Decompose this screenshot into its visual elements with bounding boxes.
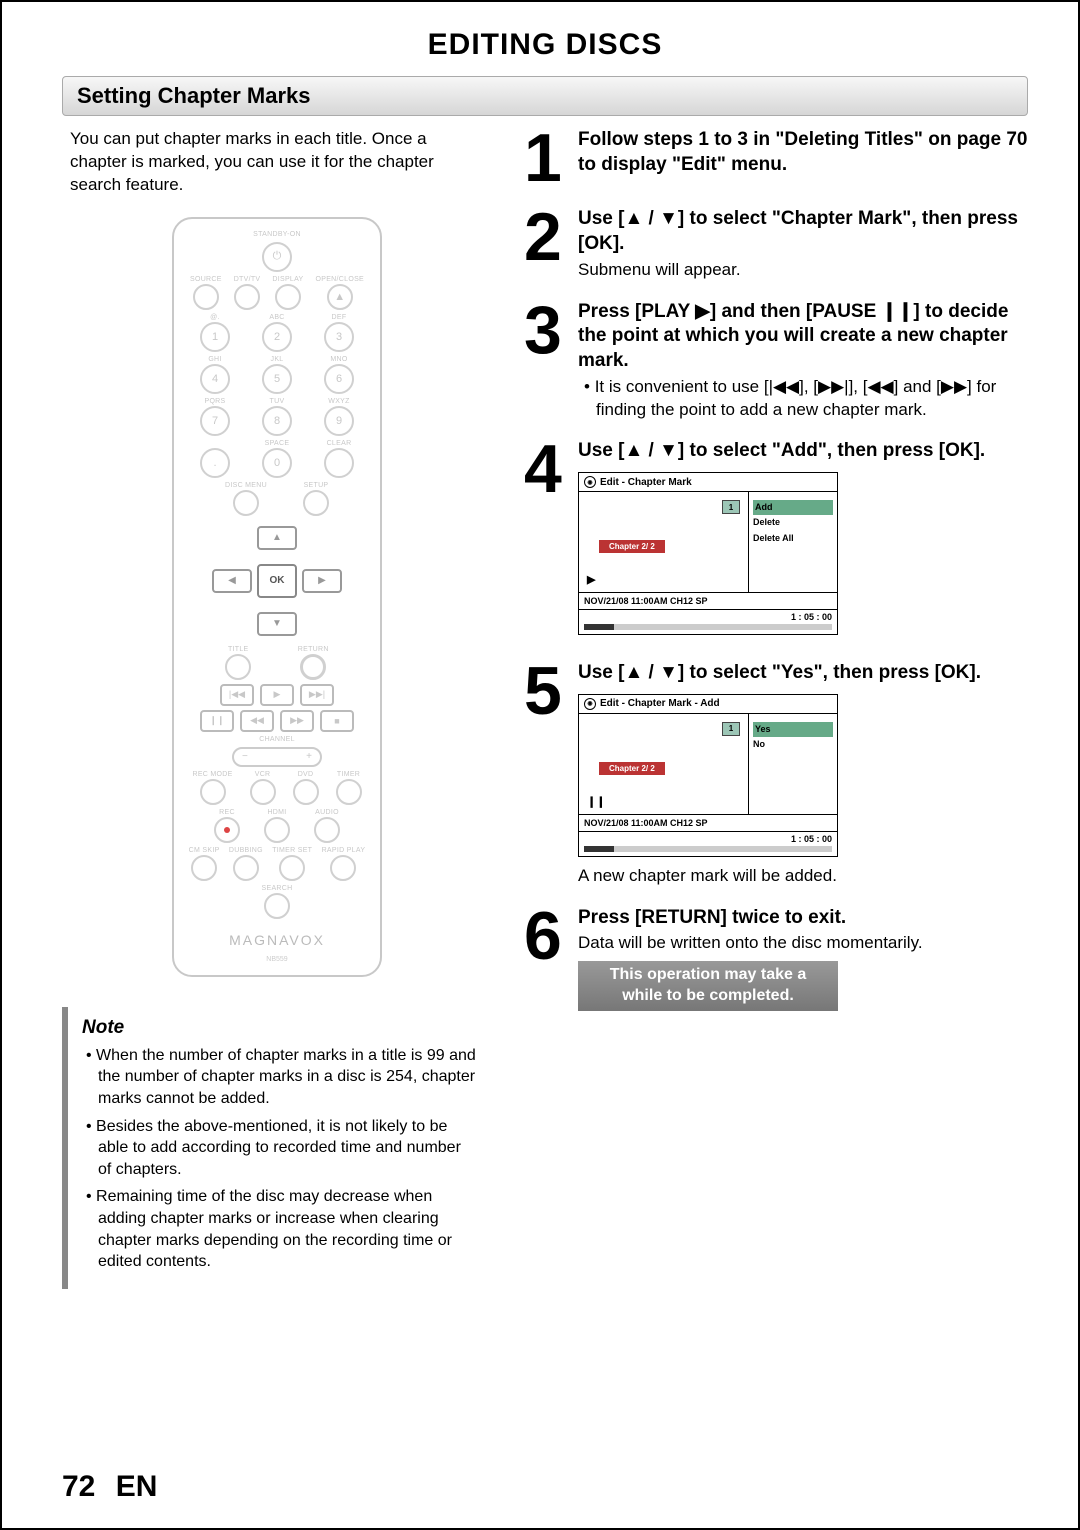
step-4: 4 Use [▲ / ▼] to select "Add", then pres… — [524, 439, 1028, 643]
down-arrow-icon: ▼ — [257, 612, 297, 636]
step-5: 5 Use [▲ / ▼] to select "Yes", then pres… — [524, 661, 1028, 888]
step-number: 5 — [524, 661, 568, 888]
osd-menu-item: Delete — [753, 515, 833, 530]
page-title: EDITING DISCS — [62, 28, 1028, 62]
intro-text: You can put chapter marks in each title.… — [62, 128, 492, 197]
osd-time: 1 : 05 : 00 — [791, 612, 832, 622]
remote-illustration: STANDBY-ON ⏻ SOURCE DTV/TV DISPLAY OPEN/… — [172, 217, 382, 977]
osd-title: Edit - Chapter Mark - Add — [600, 698, 720, 709]
step-subtext: Data will be written onto the disc momen… — [578, 932, 1028, 955]
dpad: ▲ ▼ ◀ ▶ OK — [212, 526, 342, 636]
step-3: 3 Press [PLAY ▶] and then [PAUSE ❙❙] to … — [524, 300, 1028, 422]
osd-footer: NOV/21/08 11:00AM CH12 SP — [579, 814, 837, 831]
disc-icon: ◉ — [584, 476, 596, 488]
callout-bar: This operation may take a while to be co… — [578, 961, 838, 1011]
osd-menu-item: Delete All — [753, 531, 833, 546]
page-lang: EN — [116, 1470, 158, 1503]
pause-icon: ❙❙ — [200, 710, 234, 732]
osd-time: 1 : 05 : 00 — [791, 834, 832, 844]
step-subtext: A new chapter mark will be added. — [578, 865, 1028, 888]
step-heading: Press [RETURN] twice to exit. — [578, 906, 1028, 931]
page-footer: 72 EN — [62, 1470, 157, 1504]
ff-icon: ▶▶ — [280, 710, 314, 732]
skip-back-icon: |◀◀ — [220, 684, 254, 706]
step-number: 3 — [524, 300, 568, 422]
remote-label-standby: STANDBY-ON — [253, 231, 301, 238]
up-arrow-icon: ▲ — [257, 526, 297, 550]
step-6: 6 Press [RETURN] twice to exit. Data wil… — [524, 906, 1028, 1011]
osd-menu-item: Yes — [753, 722, 833, 737]
step-heading: Use [▲ / ▼] to select "Chapter Mark", th… — [578, 207, 1028, 256]
play-icon: ▶ — [260, 684, 294, 706]
osd-screen-confirm: ◉ Edit - Chapter Mark - Add 1 Chapter 2/ … — [578, 694, 838, 857]
osd-title: Edit - Chapter Mark — [600, 477, 692, 488]
step-heading: Use [▲ / ▼] to select "Add", then press … — [578, 439, 1028, 464]
note-item: When the number of chapter marks in a ti… — [86, 1045, 478, 1110]
note-title: Note — [82, 1017, 478, 1039]
rew-icon: ◀◀ — [240, 710, 274, 732]
play-icon: ▶ — [587, 573, 595, 586]
step-number: 1 — [524, 128, 568, 189]
step-heading: Follow steps 1 to 3 in "Deleting Titles"… — [578, 128, 1028, 177]
osd-chapter-badge: Chapter 2/ 2 — [599, 762, 665, 775]
step-heading: Use [▲ / ▼] to select "Yes", then press … — [578, 661, 1028, 686]
section-heading: Setting Chapter Marks — [62, 76, 1028, 116]
ok-button: OK — [257, 564, 297, 598]
step-1: 1 Follow steps 1 to 3 in "Deleting Title… — [524, 128, 1028, 189]
page-number: 72 — [62, 1470, 95, 1503]
step-bullet: It is convenient to use [|◀◀], [▶▶|], [◀… — [578, 376, 1028, 422]
left-arrow-icon: ◀ — [212, 569, 252, 593]
skip-fwd-icon: ▶▶| — [300, 684, 334, 706]
step-number: 2 — [524, 207, 568, 281]
step-number: 6 — [524, 906, 568, 1011]
osd-thumb: 1 — [722, 500, 740, 514]
step-2: 2 Use [▲ / ▼] to select "Chapter Mark", … — [524, 207, 1028, 281]
standby-icon: ⏻ — [262, 242, 292, 272]
note-item: Remaining time of the disc may decrease … — [86, 1186, 478, 1272]
note-box: Note When the number of chapter marks in… — [62, 1007, 492, 1289]
note-item: Besides the above-mentioned, it is not l… — [86, 1116, 478, 1181]
step-heading: Press [PLAY ▶] and then [PAUSE ❙❙] to de… — [578, 300, 1028, 374]
channel-rocker: −+ — [232, 747, 322, 767]
osd-footer: NOV/21/08 11:00AM CH12 SP — [579, 592, 837, 609]
pause-icon: ❙❙ — [587, 795, 605, 808]
osd-thumb: 1 — [722, 722, 740, 736]
brand-label: MAGNAVOX — [229, 932, 325, 948]
osd-chapter-badge: Chapter 2/ 2 — [599, 540, 665, 553]
osd-menu-item: Add — [753, 500, 833, 515]
disc-icon: ◉ — [584, 698, 596, 710]
step-number: 4 — [524, 439, 568, 643]
osd-screen-add: ◉ Edit - Chapter Mark 1 Chapter 2/ 2 ▶ Ad… — [578, 472, 838, 635]
osd-menu-item: No — [753, 737, 833, 752]
right-arrow-icon: ▶ — [302, 569, 342, 593]
step-subtext: Submenu will appear. — [578, 259, 1028, 282]
stop-icon: ■ — [320, 710, 354, 732]
